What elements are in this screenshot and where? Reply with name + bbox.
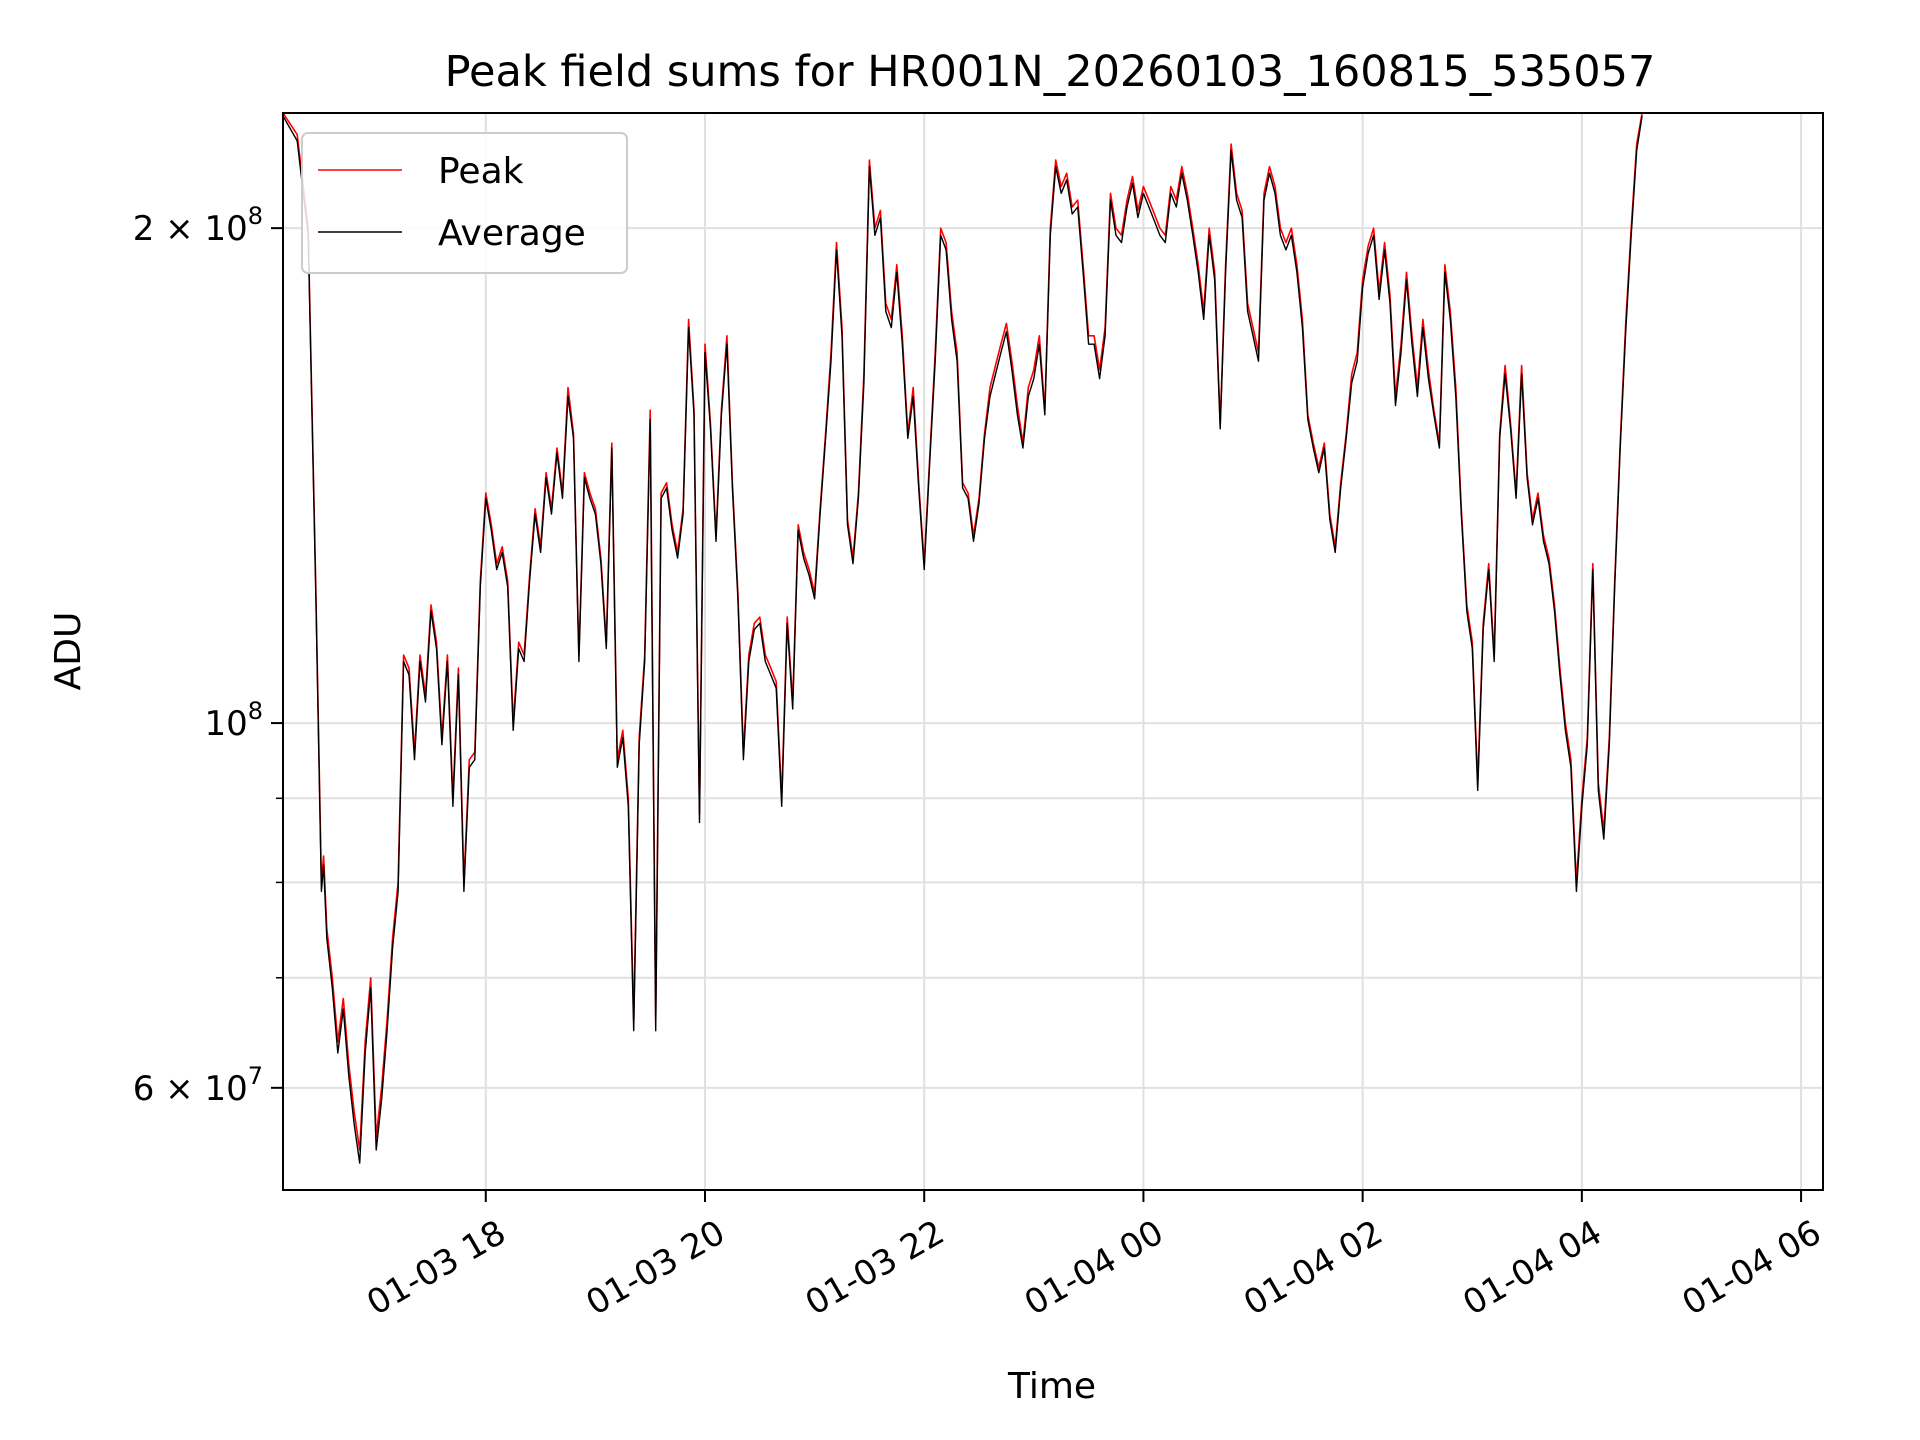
grid: [283, 113, 1823, 1190]
legend: Peak Average: [301, 132, 628, 274]
chart-title: Peak field sums for HR001N_20260103_1608…: [445, 47, 1656, 97]
y-axis: 6 × 107 108 2 × 108: [133, 202, 283, 1109]
series-line-average: [283, 115, 1643, 1164]
y-tick-label: 2 × 108: [133, 202, 263, 249]
legend-label-average: Average: [438, 213, 586, 254]
x-axis-label: Time: [1007, 1366, 1096, 1407]
series-line-peak: [283, 113, 1643, 1151]
legend-label-peak: Peak: [438, 151, 524, 192]
y-axis-label: ADU: [48, 612, 89, 691]
y-tick-label: 108: [204, 697, 263, 744]
y-tick-label: 6 × 107: [133, 1062, 263, 1109]
legend-box: [301, 132, 628, 274]
plot-frame: [282, 112, 1824, 1191]
series-layer: [283, 113, 1643, 1164]
